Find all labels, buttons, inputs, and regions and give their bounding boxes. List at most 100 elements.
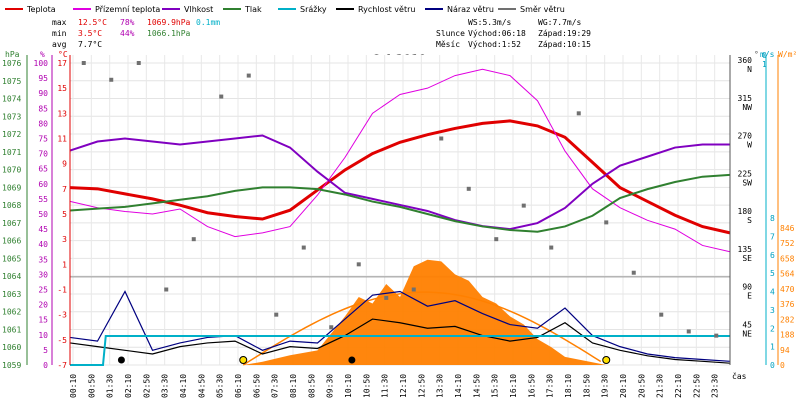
- wind-direction-point: [494, 237, 499, 242]
- x-tick-label: 08:10: [289, 374, 298, 398]
- x-tick-label: 08:50: [307, 374, 316, 398]
- wind-tick-label: 3: [770, 306, 775, 315]
- humidity-tick-label: 80: [38, 119, 48, 128]
- pressure-tick-label: 1074: [2, 95, 21, 104]
- wind-ws: WS:5.3m/s: [468, 18, 512, 27]
- x-tick-label: 05:30: [216, 374, 225, 398]
- wind-direction-point: [164, 287, 169, 292]
- temperature-tick-label: 7: [62, 185, 67, 194]
- solar-tick-label: 470: [780, 285, 795, 294]
- rain-tick-label: 1: [762, 60, 767, 69]
- wind-direction-point: [274, 312, 279, 317]
- humidity-tick-label: 50: [38, 210, 48, 219]
- pressure-tick-label: 1069: [2, 183, 21, 192]
- solar-tick-label: 0: [780, 361, 785, 370]
- x-tick-label: 03:30: [161, 374, 170, 398]
- unit-wm2: W/m²: [778, 50, 797, 59]
- stat-avg-label: avg: [52, 40, 67, 49]
- x-tick-label: 06:10: [234, 374, 243, 398]
- legend-label: Vlhkost: [184, 5, 213, 14]
- humidity-tick-label: 10: [38, 331, 48, 340]
- humidity-tick-label: 65: [38, 165, 48, 174]
- x-tick-label: 20:10: [619, 374, 628, 398]
- wind-direction-point: [659, 312, 664, 317]
- temperature-tick-label: 9: [62, 160, 67, 169]
- wind-direction-point: [439, 136, 444, 141]
- axes: 1059106010611062106310641065106610671068…: [2, 51, 795, 370]
- humidity-tick-label: 85: [38, 104, 48, 113]
- wind-direction-point: [549, 245, 554, 250]
- sun-set: Západ:19:29: [538, 29, 591, 38]
- x-tick-label: 00:50: [87, 374, 96, 398]
- stat-min-label: min: [52, 29, 67, 38]
- sunrise-marker: [239, 356, 248, 364]
- rain-tick-label: 0: [762, 51, 767, 60]
- solar-tick-label: 564: [780, 270, 795, 279]
- moonrise-marker: [117, 356, 125, 364]
- pressure-tick-label: 1063: [2, 290, 21, 299]
- x-tick-label: 16:10: [509, 374, 518, 398]
- moon-set: Západ:10:15: [538, 40, 591, 49]
- solar-tick-label: 752: [780, 239, 795, 248]
- direction-tick-label: W: [747, 141, 752, 150]
- humidity-tick-label: 30: [38, 270, 48, 279]
- direction-tick-label: 225: [738, 169, 753, 178]
- x-tick-label: 10:50: [362, 374, 371, 398]
- x-tick-label: 23:30: [711, 374, 720, 398]
- temperature-tick-label: 17: [57, 59, 67, 68]
- temperature-tick-label: -3: [57, 311, 67, 320]
- wind-direction-point: [109, 77, 114, 82]
- wind-tick-label: 0: [770, 361, 775, 370]
- x-tick-label: 18:10: [564, 374, 573, 398]
- humidity-tick-label: 70: [38, 150, 48, 159]
- direction-tick-label: 90: [742, 283, 752, 292]
- wind-direction-point: [246, 73, 251, 78]
- pressure-tick-label: 1064: [2, 272, 21, 281]
- wind-gust-line: [69, 290, 731, 362]
- pressure-tick-label: 1073: [2, 112, 21, 121]
- wind-direction-point: [81, 61, 86, 65]
- wind-tick-label: 8: [770, 214, 775, 223]
- temperature-tick-label: -5: [57, 336, 67, 345]
- pressure-tick-label: 1062: [2, 308, 21, 317]
- x-tick-label: 13:30: [436, 374, 445, 398]
- sun-label: Slunce: [436, 29, 465, 38]
- unit-hpa: hPa: [5, 50, 20, 59]
- wind-tick-label: 2: [770, 324, 775, 333]
- x-tick-label: 02:50: [142, 374, 151, 398]
- legend-label: Srážky: [300, 5, 327, 14]
- pressure-tick-label: 1065: [2, 254, 21, 263]
- pressure-tick-label: 1072: [2, 130, 21, 139]
- unit-ms: m/s: [760, 50, 775, 59]
- moon-label: Měsíc: [436, 40, 460, 49]
- wind-wg: WG:7.7m/s: [538, 18, 582, 27]
- direction-tick-label: SE: [742, 254, 752, 263]
- wind-direction-point: [136, 61, 141, 65]
- x-tick-label: 16:50: [527, 374, 536, 398]
- temperature-tick-label: 13: [57, 109, 67, 118]
- stats-block: max 12.5°C 78% 1069.9hPa 0.1mm min 3.5°C…: [52, 18, 220, 49]
- stat-max-temp: 12.5°C: [78, 18, 107, 27]
- direction-tick-label: 315: [738, 94, 753, 103]
- wind-direction-point: [191, 237, 196, 242]
- humidity-tick-label: 15: [38, 316, 48, 325]
- stat-min-temp: 3.5°C: [78, 29, 102, 38]
- solar-tick-label: 94: [780, 346, 790, 355]
- solar-area: [243, 259, 607, 365]
- series-layer: [69, 61, 731, 366]
- x-tick-label: 10:10: [344, 374, 353, 398]
- direction-tick-label: NW: [742, 103, 752, 112]
- x-ticks: 00:10 00:50 01:30 02:10 02:50 03:30 04:10 04:50…: [69, 374, 720, 398]
- direction-tick-label: NE: [742, 329, 752, 338]
- wind-tick-label: 6: [770, 251, 775, 260]
- x-tick-label: 14:50: [472, 374, 481, 398]
- x-tick-label: 20:50: [637, 374, 646, 398]
- wind-direction-point: [384, 295, 389, 300]
- wind-tick-label: 1: [770, 343, 775, 352]
- humidity-tick-label: 60: [38, 180, 48, 189]
- humidity-tick-label: 20: [38, 301, 48, 310]
- pressure-line: [69, 173, 731, 233]
- stat-max-label: max: [52, 18, 67, 27]
- wind-direction-point: [329, 325, 334, 330]
- stat-avg-temp: 7.7°C: [78, 40, 102, 49]
